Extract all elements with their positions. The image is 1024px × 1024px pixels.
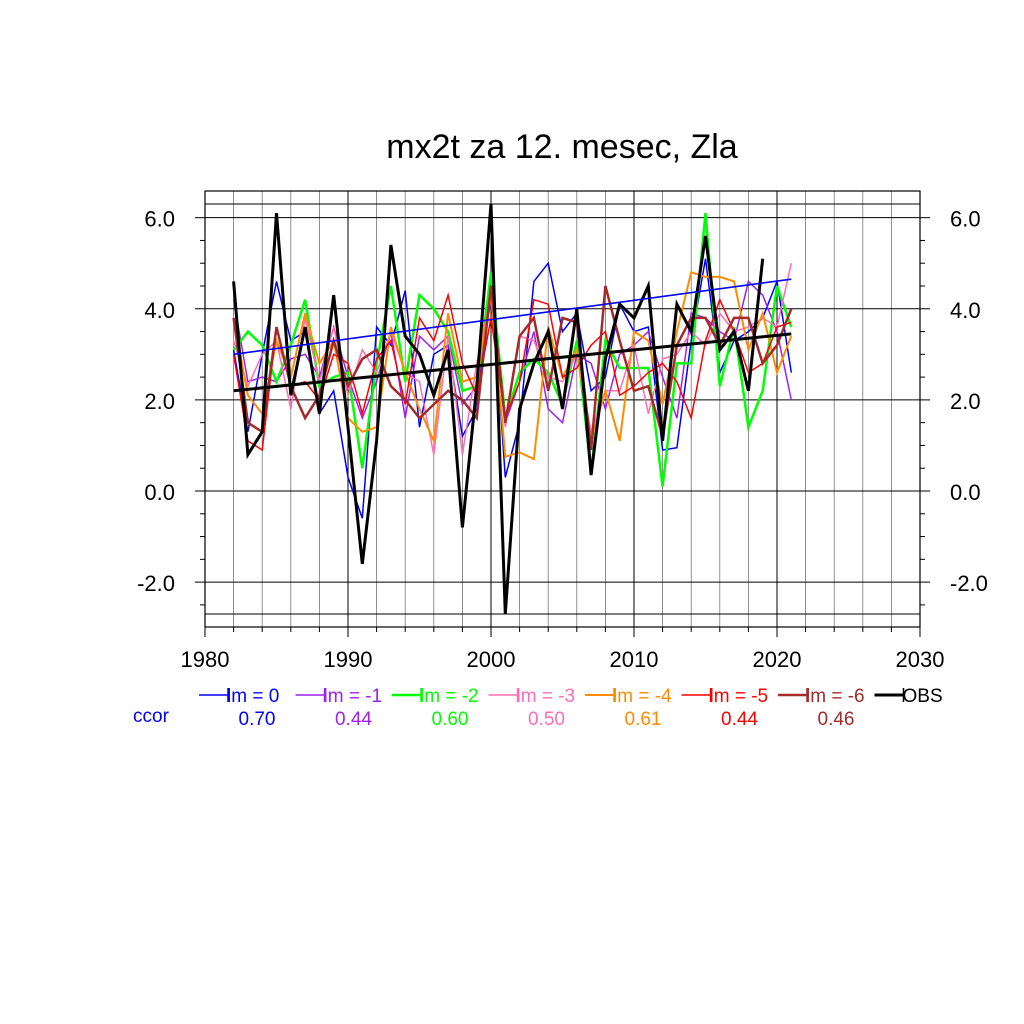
series-line-obs [232,203,765,615]
legend-label: lm = 0 [227,686,279,707]
y-tick-label-right: 0.0 [950,480,981,505]
legend-label: OBS [903,686,943,707]
y-tick-label-left: 2.0 [144,389,175,414]
x-tick-label: 1990 [324,647,373,672]
plot-border [204,190,921,628]
legend-ccor-value: 0.46 [818,709,855,730]
legend-label: lm = -4 [613,686,672,707]
y-tick-label-right: 2.0 [950,389,981,414]
y-tick-label-right: -2.0 [950,571,988,596]
y-tick-label-left: -2.0 [137,571,175,596]
legend-label: lm = -5 [710,686,769,707]
legend-ccor-value: 0.70 [239,709,276,730]
plot-frame: -2.0 -2.0 0.0 0.0 2.0 2.0 4.0 4.0 6.0 6.0 1980 1990… [137,190,988,672]
legend-label: lm = -6 [806,686,865,707]
ccor-label: ccor [133,706,170,727]
legend-label: lm = -1 [324,686,383,707]
x-tick-label: 2010 [610,647,659,672]
y-tick-label-right: 6.0 [950,207,981,232]
legend-ccor-value: 0.44 [335,709,372,730]
y-tick-label-left: 4.0 [144,298,175,323]
trend-line [233,332,792,393]
series-line-lm-6 [232,285,793,451]
legend-label: lm = -2 [420,686,479,707]
x-tick-label: 2000 [467,647,516,672]
legend-ccor-value: 0.61 [625,709,662,730]
x-tick-label: 2020 [753,647,802,672]
legend-label: lm = -3 [517,686,576,707]
series-lines [232,203,793,615]
y-tick-label-left: 0.0 [144,480,175,505]
series-line-lm-0 [232,258,793,519]
x-tick-label: 1980 [181,647,230,672]
y-tick-label-right: 4.0 [950,298,981,323]
legend-ccor-value: 0.44 [721,709,758,730]
legend-ccor-value: 0.50 [528,709,565,730]
chart-title: mx2t za 12. mesec, Zla [386,128,738,166]
y-tick-label-left: 6.0 [144,207,175,232]
legend-ccor-value: 0.60 [432,709,469,730]
trend-line [233,278,792,356]
x-tick-label: 2030 [896,647,945,672]
series-line-lm-5 [232,292,792,452]
